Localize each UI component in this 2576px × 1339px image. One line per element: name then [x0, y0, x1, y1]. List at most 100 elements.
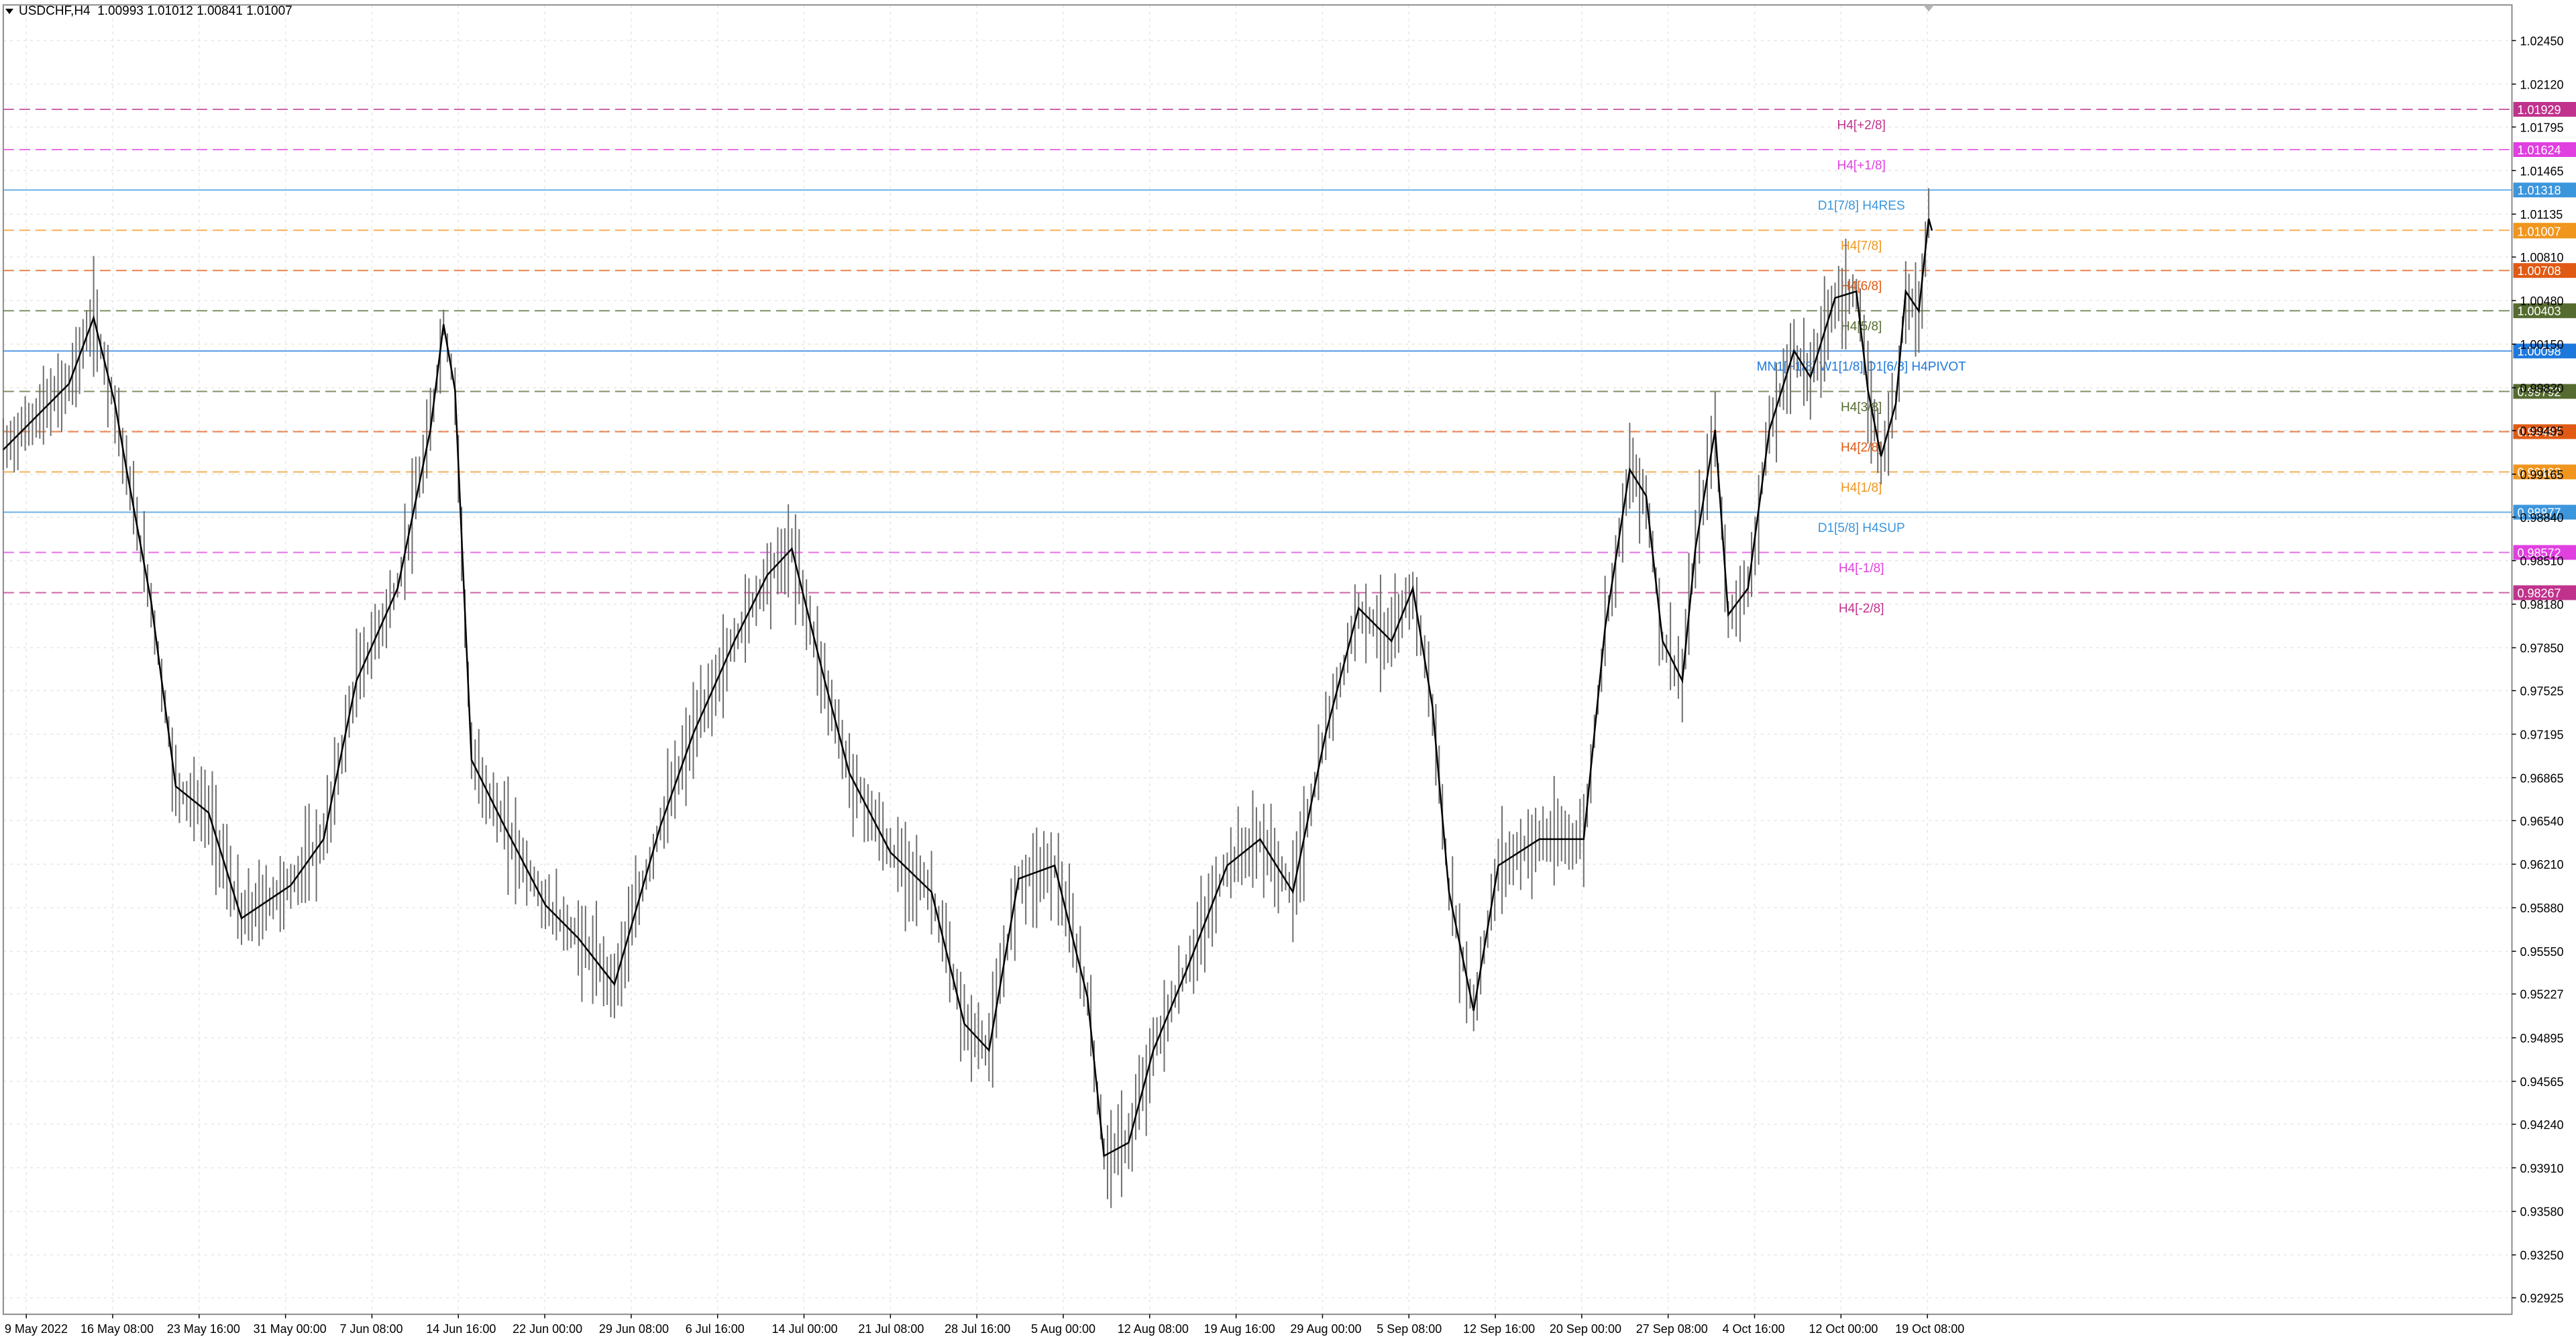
- current-price-tag: [2513, 223, 2576, 239]
- level-price-tag: 1.01318: [2513, 182, 2576, 198]
- level-price-tag: 0.98877: [2513, 504, 2576, 520]
- x-tick-label: 21 Jul 08:00: [858, 1322, 924, 1336]
- level-label: D1[5/8] H4SUP: [1818, 521, 1905, 535]
- level-price-tag-text: 0.98267: [2517, 587, 2561, 600]
- level-price-tag-bg: [2513, 101, 2576, 117]
- x-tick-label: 12 Oct 00:00: [1809, 1322, 1878, 1336]
- x-tick-label: 14 Jul 00:00: [772, 1322, 838, 1336]
- y-tick-label: 0.98510: [2520, 555, 2563, 568]
- level-price-tag: 1.01929: [2513, 101, 2576, 117]
- level-price-tag-bg: [2513, 504, 2576, 520]
- level-label: H4[1/8]: [1841, 481, 1882, 495]
- y-tick-label: 0.95227: [2520, 988, 2563, 1002]
- x-tick-label: 14 Jun 16:00: [426, 1322, 496, 1336]
- x-tick-label: 22 Jun 00:00: [513, 1322, 582, 1336]
- level-price-tag-text: 0.98572: [2517, 546, 2561, 559]
- x-tick-label: 16 May 08:00: [80, 1322, 154, 1336]
- level-label: H4[+1/8]: [1837, 158, 1886, 172]
- x-tick-label: 19 Aug 16:00: [1204, 1322, 1275, 1336]
- level-label: H4[3/8]: [1841, 400, 1882, 415]
- y-tick-label: 1.01465: [2520, 164, 2563, 178]
- level-price-tag-text: 1.01318: [2517, 184, 2561, 197]
- level-price-tag-bg: [2513, 182, 2576, 198]
- level-price-tag-text: 1.00403: [2517, 305, 2561, 318]
- y-tick-label: 0.96540: [2520, 814, 2563, 828]
- level-price-tag-text: 0.98877: [2517, 506, 2561, 519]
- x-tick-label: 5 Sep 08:00: [1377, 1322, 1442, 1336]
- y-tick-label: 1.01135: [2520, 208, 2563, 221]
- chevron-down-icon[interactable]: [5, 8, 13, 14]
- symbol-header: USDCHF,H4 1.00993 1.01012 1.00841 1.0100…: [5, 4, 292, 19]
- plot-frame: [2, 4, 2513, 1316]
- level-price-tag-text: 1.01624: [2517, 144, 2561, 157]
- y-tick-label: 0.92925: [2520, 1292, 2563, 1305]
- level-label: H4[-2/8]: [1839, 602, 1884, 616]
- y-tick-label: 0.93910: [2520, 1162, 2563, 1175]
- symbol-timeframe: USDCHF,H4: [19, 4, 91, 18]
- level-price-tag-text: 1.00098: [2517, 345, 2561, 358]
- y-tick-label: 0.94895: [2520, 1032, 2563, 1045]
- x-tick-label: 12 Aug 08:00: [1118, 1322, 1189, 1336]
- level-price-tag-text: 0.99792: [2517, 385, 2561, 398]
- level-label: D1[7/8] H4RES: [1818, 199, 1905, 213]
- level-price-tag-bg: [2513, 142, 2576, 157]
- level-price-tag-bg: [2513, 303, 2576, 319]
- level-price-tag-bg: [2513, 343, 2576, 359]
- level-price-tag: 1.00098: [2513, 343, 2576, 359]
- level-price-tag-text: 0.99487: [2517, 425, 2561, 439]
- x-tick-label: 29 Jun 08:00: [599, 1322, 669, 1336]
- level-label: H4[2/8]: [1841, 441, 1882, 455]
- x-tick-label: 5 Aug 00:00: [1031, 1322, 1095, 1336]
- level-price-tag: 0.99182: [2513, 464, 2576, 480]
- current-price-tag-text: 1.01007: [2517, 225, 2561, 238]
- level-price-tag: 0.98572: [2513, 545, 2576, 560]
- level-label: MN1[+1/8] W1[1/8] D1[6/8] H4PIVOT: [1757, 360, 1966, 374]
- x-tick-label: 29 Aug 00:00: [1290, 1322, 1361, 1336]
- y-tick-label: 0.97850: [2520, 642, 2563, 655]
- y-tick-label: 0.96865: [2520, 771, 2563, 785]
- level-price-tag-bg: [2513, 424, 2576, 439]
- y-tick-label: 0.95880: [2520, 902, 2563, 915]
- x-tick-label: 23 May 16:00: [167, 1322, 240, 1336]
- y-axis: 1.02450 1.02120 1.01795 1.01465 1.01135 1.008…: [2512, 34, 2564, 1305]
- y-tick-label: 0.93580: [2520, 1206, 2563, 1219]
- level-price-tag-bg: [2513, 464, 2576, 480]
- y-tick-label: 0.98840: [2520, 511, 2563, 525]
- chart-shift-marker: [1923, 5, 1935, 12]
- level-price-tag: 1.00403: [2513, 303, 2576, 319]
- level-price-tag-bg: [2513, 585, 2576, 600]
- y-tick-label: 1.02120: [2520, 78, 2563, 91]
- level-label: H4[-1/8]: [1839, 561, 1884, 576]
- y-tick-label: 0.97525: [2520, 685, 2563, 698]
- x-tick-label: 27 Sep 08:00: [1636, 1322, 1708, 1336]
- x-tick-label: 12 Sep 16:00: [1463, 1322, 1535, 1336]
- level-price-tag: 0.98267: [2513, 585, 2576, 600]
- level-price-tag: 1.00708: [2513, 263, 2576, 278]
- level-price-tag-bg: [2513, 384, 2576, 399]
- level-label: H4[7/8]: [1841, 239, 1882, 254]
- level-label: H4[+2/8]: [1837, 118, 1886, 132]
- y-tick-label: 1.00480: [2520, 294, 2563, 308]
- level-price-tag-text: 1.00708: [2517, 264, 2561, 278]
- level-price-tag: 1.01624: [2513, 142, 2576, 157]
- x-tick-label: 28 Jul 16:00: [945, 1322, 1010, 1336]
- x-tick-label: 19 Oct 08:00: [1895, 1322, 1964, 1336]
- level-price-tag-bg: [2513, 545, 2576, 560]
- y-tick-label: 0.99820: [2520, 382, 2563, 395]
- x-axis: 9 May 2022 16 May 08:00 23 May 16:00 31 May…: [5, 1314, 1964, 1336]
- y-tick-label: 0.95550: [2520, 945, 2563, 959]
- x-tick-label: 4 Oct 16:00: [1723, 1322, 1785, 1336]
- y-tick-label: 0.97195: [2520, 728, 2563, 741]
- x-tick-label: 9 May 2022: [5, 1322, 68, 1336]
- y-tick-label: 1.02450: [2520, 34, 2563, 48]
- grid-lines: [3, 5, 2512, 1315]
- close-line: [3, 218, 1933, 1158]
- y-tick-label: 1.00150: [2520, 338, 2563, 352]
- y-tick-label: 0.94240: [2520, 1118, 2563, 1132]
- y-tick-label: 0.93250: [2520, 1249, 2563, 1263]
- y-tick-label: 1.00810: [2520, 251, 2563, 264]
- y-tick-label: 0.99495: [2520, 425, 2563, 438]
- x-tick-label: 7 Jun 08:00: [339, 1322, 402, 1336]
